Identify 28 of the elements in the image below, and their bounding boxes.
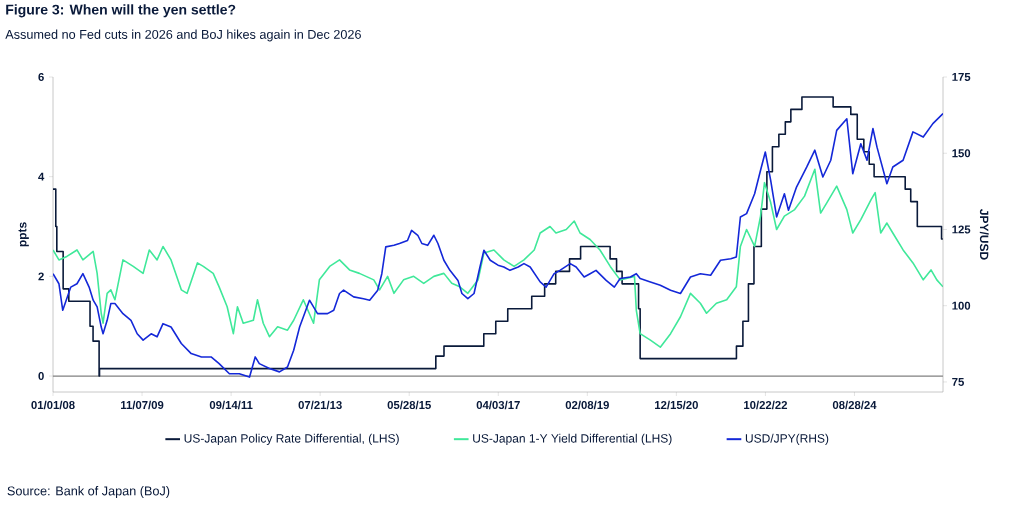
y2-tick-label: 125: [952, 225, 971, 234]
legend-label: USD/JPY(RHS): [745, 433, 829, 446]
chart-subtitle: Assumed no Fed cuts in 2026 and BoJ hikes again in Dec 2026: [5, 29, 361, 42]
legend-label: US-Japan 1-Y Yield Differential (LHS): [473, 433, 672, 446]
y2-axis-title: JPY/USD: [979, 209, 989, 260]
x-tick-label: 12/15/20: [655, 400, 698, 410]
x-tick-label: 08/28/24: [832, 400, 877, 410]
x-tick-label: 11/07/09: [121, 400, 164, 410]
y-axis-title: ppts: [18, 222, 29, 247]
y-tick-label: 6: [38, 73, 44, 82]
y-tick-label: 0: [38, 372, 44, 381]
x-tick-label: 04/03/17: [476, 400, 520, 410]
x-tick-label: 09/14/11: [209, 400, 253, 410]
x-tick-label: 02/08/19: [565, 400, 609, 410]
line-series: [53, 168, 943, 348]
y2-tick-label: 175: [952, 73, 971, 81]
legend-label: US-Japan Policy Rate Differential, (LHS): [184, 433, 399, 446]
x-tick-label: 01/01/08: [31, 400, 75, 410]
x-tick-label: 05/28/15: [387, 400, 431, 410]
y2-tick-label: 150: [952, 149, 971, 158]
y-tick-label: 4: [38, 172, 45, 181]
y-tick-label: 2: [38, 272, 44, 281]
x-tick-label: 10/22/22: [744, 400, 788, 410]
y2-tick-label: 100: [952, 301, 971, 310]
x-tick-label: 07/21/13: [298, 400, 342, 410]
y2-tick-label: 75: [952, 377, 964, 386]
source-note: Source: Bank of Japan (BoJ): [7, 486, 170, 498]
chart-title: Figure 3: When will the yen settle?: [6, 4, 236, 18]
